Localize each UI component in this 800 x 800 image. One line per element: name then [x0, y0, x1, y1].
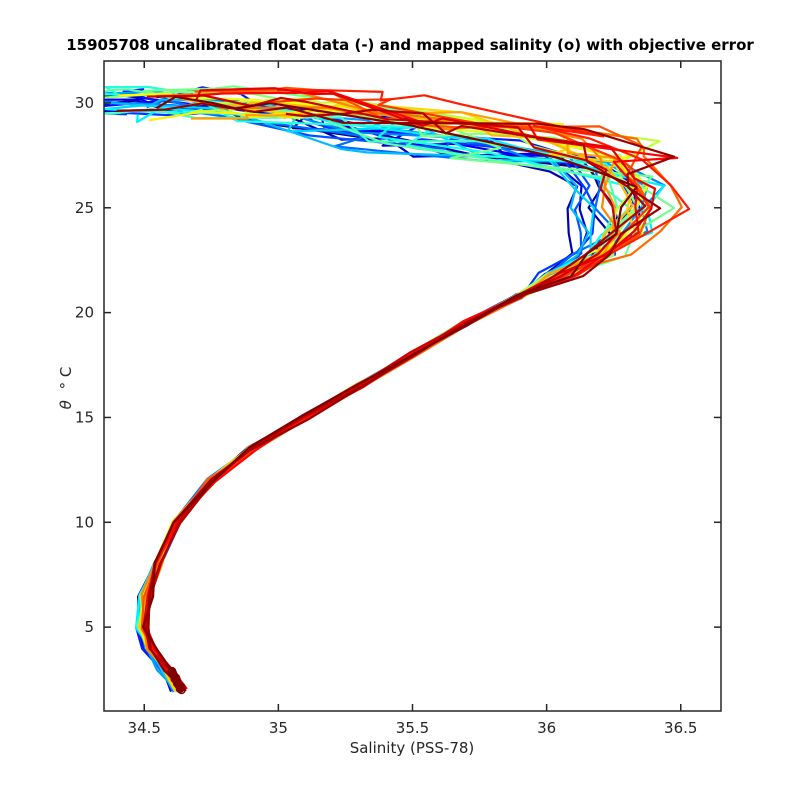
y-tick-label: 5 — [84, 618, 94, 636]
profile-line — [104, 99, 640, 692]
profile-line — [116, 102, 676, 691]
profile-line — [104, 90, 639, 691]
y-axis-label-units: ° C — [57, 367, 75, 390]
x-tick-label: 35 — [269, 719, 288, 737]
mapped-salinity-marker — [167, 666, 177, 676]
profile-line — [144, 97, 634, 692]
profile-line — [104, 94, 579, 692]
x-axis-label: Salinity (PSS-78) — [350, 739, 475, 757]
chart-title: 15905708 uncalibrated float data (-) and… — [66, 36, 754, 54]
profile-line — [104, 85, 639, 693]
profile-line — [142, 95, 638, 692]
svg-text:θ ° C: θ ° C — [57, 367, 75, 410]
x-tick-label: 34.5 — [128, 719, 161, 737]
x-tick-label: 36.5 — [664, 719, 697, 737]
x-tick-label: 36 — [537, 719, 556, 737]
profile-line — [104, 106, 589, 689]
profile-line — [104, 89, 649, 691]
y-tick-label: 30 — [75, 94, 94, 112]
y-axis-label-symbol: θ — [57, 400, 75, 409]
y-tick-label: 20 — [75, 304, 94, 322]
profile-line — [104, 104, 596, 690]
profile-line — [104, 107, 631, 692]
y-tick-label: 15 — [75, 408, 94, 426]
profile-line — [140, 86, 652, 691]
profile-line — [145, 111, 617, 693]
profile-line — [145, 106, 683, 692]
profile-line — [137, 100, 636, 692]
y-axis-label: θ ° C — [57, 367, 75, 410]
profile-line — [104, 93, 621, 689]
profile-line — [140, 89, 622, 691]
tick-labels: 34.5 35 35.5 36 36.5 5 10 15 20 25 30 — [75, 94, 698, 737]
profile-line — [104, 99, 591, 693]
profile-line — [145, 94, 618, 691]
y-tick-label: 25 — [75, 199, 94, 217]
profile-line — [144, 108, 647, 690]
profile-line — [104, 98, 590, 691]
mapped-salinity-markers — [167, 666, 186, 695]
profile-line — [135, 101, 666, 689]
y-tick-label: 10 — [75, 513, 94, 531]
axis-ticks — [104, 61, 721, 711]
profile-line — [137, 98, 619, 693]
x-tick-label: 35.5 — [396, 719, 429, 737]
profile-line — [139, 100, 648, 691]
profile-curves — [104, 85, 691, 693]
